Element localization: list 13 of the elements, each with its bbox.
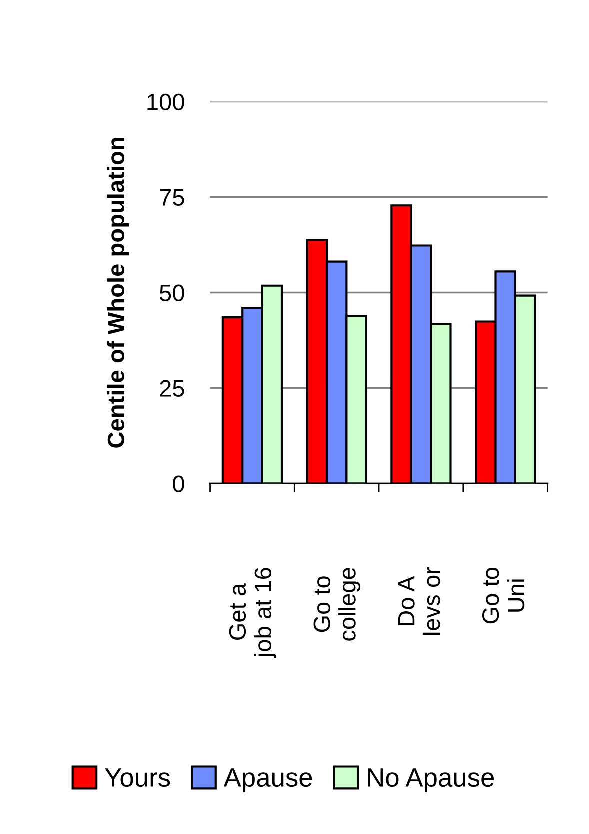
y-axis-title: Centile of Whole population <box>107 138 130 448</box>
legend-label: Apause <box>224 768 312 792</box>
x-tick-label: Go to Uni <box>482 568 525 624</box>
y-tick-label: 100 <box>148 94 184 111</box>
y-tick-label: 25 <box>160 380 184 398</box>
legend-label: No Apause <box>368 768 494 792</box>
legend-label: Yours <box>105 768 170 788</box>
x-tick-label: Go to college <box>314 568 361 641</box>
y-tick-label: 0 <box>173 476 184 493</box>
x-tick-label: Do A levs or <box>398 567 440 635</box>
y-tick-label: 50 <box>160 284 184 302</box>
y-tick-label: 75 <box>160 190 184 206</box>
x-tick-label: Get a job at 16 <box>229 568 276 658</box>
